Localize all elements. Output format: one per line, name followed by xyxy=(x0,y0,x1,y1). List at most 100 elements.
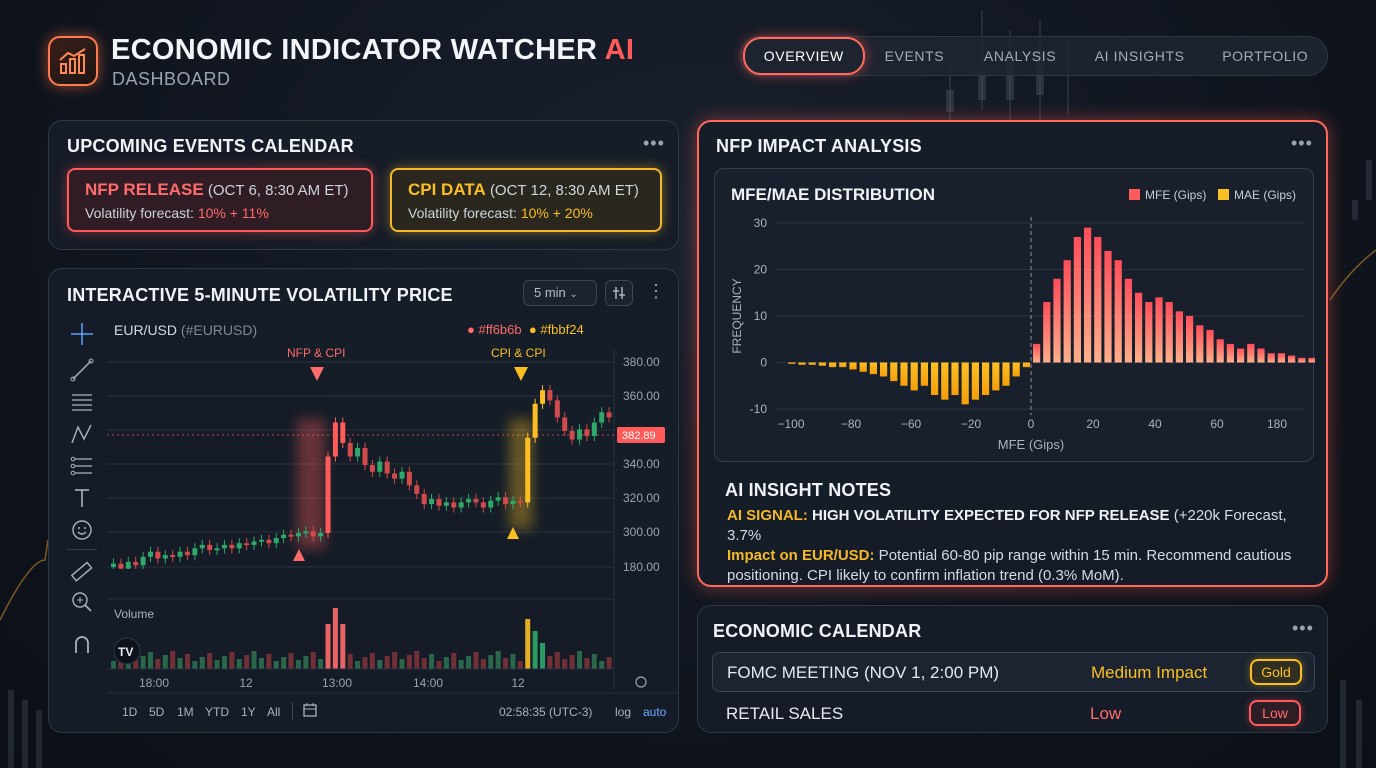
trend-line-icon[interactable] xyxy=(69,357,95,383)
volume-bar xyxy=(517,661,523,669)
volume-bar xyxy=(162,655,168,669)
panel-title: INTERACTIVE 5-MINUTE VOLATILITY PRICE xyxy=(67,285,453,305)
app-title: ECONOMIC INDICATOR WATCHER AI xyxy=(111,34,635,66)
volume-bar xyxy=(436,661,442,669)
candle xyxy=(495,497,501,501)
volume-bar xyxy=(369,653,375,669)
histogram-bar xyxy=(951,362,959,396)
text-icon[interactable] xyxy=(69,485,95,511)
histogram-bar xyxy=(1257,348,1265,363)
interval-select[interactable]: 5 min ⌄ xyxy=(523,280,597,306)
histogram-bar xyxy=(1237,348,1245,363)
tab-events[interactable]: EVENTS xyxy=(884,48,945,64)
price-tick-label: 360.00 xyxy=(623,389,660,403)
candle xyxy=(369,465,375,472)
tab-analysis[interactable]: ANALYSIS xyxy=(983,48,1057,64)
histogram-bar xyxy=(1277,353,1285,363)
impact-badge[interactable]: Gold xyxy=(1250,659,1302,685)
volume-bar xyxy=(458,660,464,669)
calendar-event-name: FOMC MEETING (NOV 1, 2:00 PM) xyxy=(727,663,1000,682)
volume-bar xyxy=(414,651,420,669)
event-card-cpi[interactable]: CPI DATA (OCT 12, 8:30 AM ET) Volatility… xyxy=(390,168,662,232)
volume-bar xyxy=(147,652,153,669)
zoom-icon[interactable] xyxy=(69,589,95,615)
chevron-down-icon: ⌄ xyxy=(569,289,578,300)
more-menu-button[interactable]: ⋮ xyxy=(647,281,666,301)
candle xyxy=(392,473,398,479)
range-1m[interactable]: 1M xyxy=(177,705,194,719)
upcoming-events-panel: UPCOMING EVENTS CALENDAR ••• NFP RELEASE… xyxy=(48,120,679,250)
range-5d[interactable]: 5D xyxy=(149,705,165,719)
candle xyxy=(288,534,294,537)
price-tick-label: 340.00 xyxy=(623,457,660,471)
range-1d[interactable]: 1D xyxy=(122,705,138,719)
app-subtitle: DASHBOARD xyxy=(112,69,231,89)
indicators-button[interactable] xyxy=(605,280,633,306)
tab-ai-insights[interactable]: AI INSIGHTS xyxy=(1094,48,1185,64)
volume-bar xyxy=(221,656,227,669)
histogram-bar xyxy=(869,362,877,375)
histogram-bar xyxy=(1002,362,1010,386)
volume-bar xyxy=(133,660,139,669)
more-menu-button[interactable]: ••• xyxy=(643,133,665,153)
event-marker-up xyxy=(507,527,519,539)
volume-bar xyxy=(214,660,220,669)
time-tick-label: 12 xyxy=(239,676,253,690)
pattern-icon[interactable] xyxy=(69,421,95,447)
tab-overview[interactable]: OVERVIEW xyxy=(743,37,865,75)
panel-title: UPCOMING EVENTS CALENDAR xyxy=(67,136,354,156)
volume-bar xyxy=(140,656,146,669)
app-logo xyxy=(48,36,98,86)
more-menu-button[interactable]: ••• xyxy=(1292,618,1314,638)
histogram-bar xyxy=(808,362,816,365)
candle xyxy=(318,533,324,537)
candle xyxy=(125,561,131,569)
horizontal-lines-icon[interactable] xyxy=(69,389,95,415)
divider xyxy=(292,702,293,720)
magnet-icon[interactable] xyxy=(69,631,95,657)
chart-title: MFE/MAE DISTRIBUTION xyxy=(731,185,935,204)
event-card-nfp[interactable]: NFP RELEASE (OCT 6, 8:30 AM ET) Volatili… xyxy=(67,168,373,232)
candle xyxy=(540,390,546,404)
range-1y[interactable]: 1Y xyxy=(241,705,256,719)
volume-bar xyxy=(340,624,346,669)
economic-calendar-panel: ECONOMIC CALENDAR ••• FOMC MEETING (NOV … xyxy=(697,605,1328,733)
histogram-bar xyxy=(982,362,990,396)
volume-bar xyxy=(562,659,568,669)
x-tick-label: −60 xyxy=(901,417,922,431)
nfp-impact-panel: NFP IMPACT ANALYSIS ••• MFE/MAE DISTRIBU… xyxy=(697,120,1328,587)
histogram-bar xyxy=(1175,311,1183,363)
candle xyxy=(503,497,509,505)
calendar-row[interactable]: RETAIL SALES Low Low xyxy=(712,694,1315,734)
log-toggle[interactable]: log xyxy=(615,705,632,719)
candle xyxy=(510,500,516,505)
volume-bar xyxy=(547,656,553,669)
volume-bar xyxy=(473,652,479,669)
impact-badge[interactable]: Low xyxy=(1249,700,1301,726)
x-tick-label: 20 xyxy=(1086,417,1100,431)
price-chart[interactable]: 380.00 360.00 340.00 320.00 300.00 180.00 382.… xyxy=(49,269,680,734)
current-price-tag xyxy=(617,427,665,443)
fib-icon[interactable] xyxy=(69,453,95,479)
tradingview-logo xyxy=(113,637,141,665)
range-ytd[interactable]: YTD xyxy=(205,705,229,719)
candle xyxy=(184,551,190,556)
date-range-icon[interactable] xyxy=(301,701,319,719)
more-menu-button[interactable]: ••• xyxy=(1291,133,1313,153)
y-tick-label: 20 xyxy=(754,263,768,277)
auto-toggle[interactable]: auto xyxy=(643,705,667,719)
histogram-bar xyxy=(1165,302,1173,363)
range-all[interactable]: All xyxy=(267,705,281,719)
emoji-icon[interactable] xyxy=(69,517,95,543)
candle xyxy=(362,448,368,465)
x-tick-label: 180 xyxy=(1267,417,1287,431)
crosshair-icon[interactable] xyxy=(69,321,95,347)
tab-portfolio[interactable]: PORTFOLIO xyxy=(1222,48,1309,64)
volume-bar xyxy=(199,657,205,669)
calendar-row[interactable]: FOMC MEETING (NOV 1, 2:00 PM) Medium Imp… xyxy=(712,652,1315,692)
forecast-label: Volatility forecast: xyxy=(85,205,194,221)
price-tick-label: 180.00 xyxy=(623,560,660,574)
candle xyxy=(384,461,390,474)
ruler-icon[interactable] xyxy=(69,559,95,585)
candle xyxy=(111,563,116,567)
